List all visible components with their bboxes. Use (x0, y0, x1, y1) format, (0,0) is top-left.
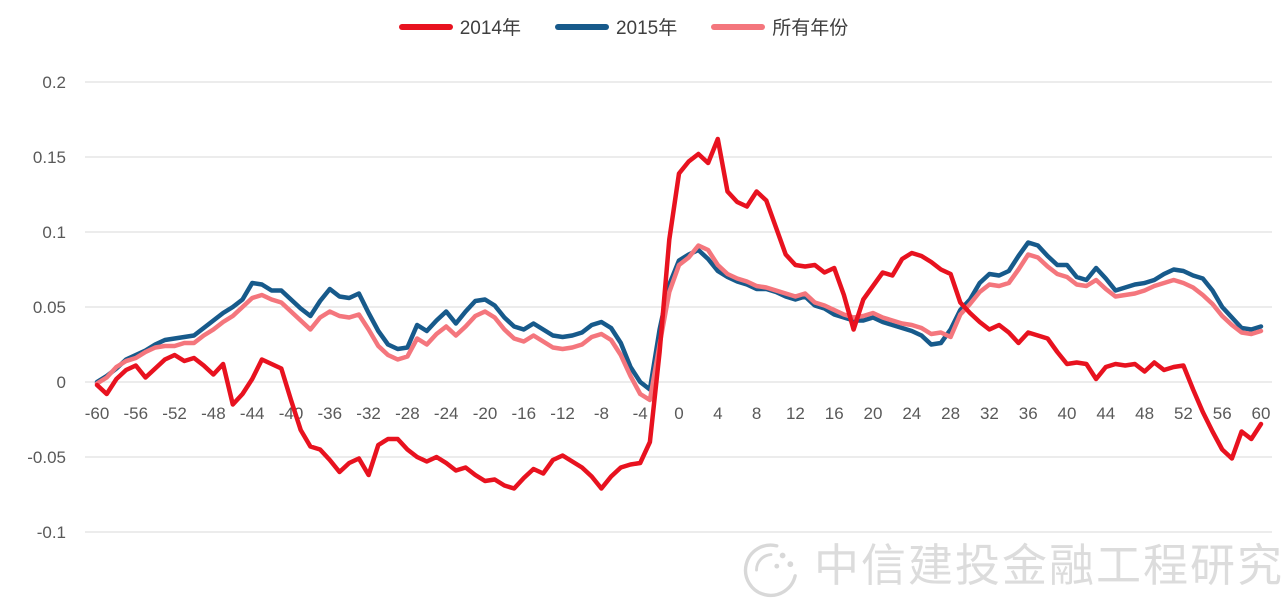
legend-item-2015: 2015年 (554, 13, 678, 40)
x-axis-tick-label: -20 (473, 404, 498, 423)
x-axis-tick-label: -48 (201, 404, 226, 423)
x-axis-tick-label: 20 (864, 404, 883, 423)
legend-label-all-years: 所有年份 (772, 18, 849, 39)
y-axis-tick-label: 0 (57, 373, 66, 392)
x-axis-tick-label: -44 (240, 404, 265, 423)
x-axis-tick-label: 16 (825, 404, 844, 423)
legend-swatch-2014-icon (398, 23, 453, 30)
x-axis-tick-label: 12 (786, 404, 805, 423)
legend-swatch-2015-icon (554, 23, 609, 30)
x-axis-tick-label: -36 (318, 404, 343, 423)
x-axis-tick-label: -12 (550, 404, 575, 423)
series-line-2015年 (94, 240, 1264, 392)
legend-item-2014: 2014年 (398, 13, 521, 40)
y-axis-tick-label: -0.1 (37, 523, 66, 542)
x-axis-tick-label: 24 (902, 404, 921, 423)
y-axis-tick-label: -0.05 (27, 448, 66, 467)
x-axis-tick-label: -8 (594, 404, 609, 423)
x-axis-tick-label: 56 (1213, 404, 1232, 423)
x-axis-tick-label: 4 (713, 404, 722, 423)
x-axis-tick-label: -56 (124, 404, 149, 423)
x-axis-tick-label: 32 (980, 404, 999, 423)
y-axis-tick-label: 0.05 (33, 298, 66, 317)
x-axis-tick-label: -52 (162, 404, 187, 423)
line-chart-plot: 0.20.150.10.050-0.05-0.1-60 -56 -52 -48 -44-… (27, 73, 1272, 542)
y-axis-tick-label: 0.2 (42, 73, 66, 92)
x-axis-tick-label: 60 (1252, 404, 1271, 423)
x-axis-tick-label: 28 (941, 404, 960, 423)
x-axis-tick-label: -28 (395, 404, 420, 423)
x-axis-tick-label: 8 (752, 404, 761, 423)
y-axis-tick-label: 0.1 (42, 223, 66, 242)
x-axis-tick-label: -16 (512, 404, 537, 423)
chart-legend: 2014年 2015年 所有年份 (0, 13, 1267, 40)
series-line-2014年 (94, 136, 1264, 491)
x-axis-tick-label: 0 (674, 404, 683, 423)
chart-page: { "legend": { "items": [ {"label": "2014… (0, 13, 1283, 598)
x-axis-tick-label: -4 (633, 404, 648, 423)
legend-swatch-all-years-icon (711, 23, 766, 30)
x-axis-tick-label: 44 (1096, 404, 1115, 423)
x-axis-tick-label: -24 (434, 404, 459, 423)
legend-label-2014: 2014年 (459, 18, 521, 39)
y-axis-tick-label: 0.15 (33, 148, 66, 167)
x-axis-tick-label: 48 (1135, 404, 1154, 423)
x-axis-tick-label: 40 (1058, 404, 1077, 423)
series-line-所有年份 (94, 243, 1264, 403)
x-axis-tick-label: 52 (1174, 404, 1193, 423)
legend-label-2015: 2015年 (615, 18, 678, 39)
x-axis-tick-label: -32 (356, 404, 381, 423)
x-axis-tick-label: -60 (85, 404, 110, 423)
x-axis-tick-label: 36 (1019, 404, 1038, 423)
legend-item-all-years: 所有年份 (711, 13, 848, 40)
